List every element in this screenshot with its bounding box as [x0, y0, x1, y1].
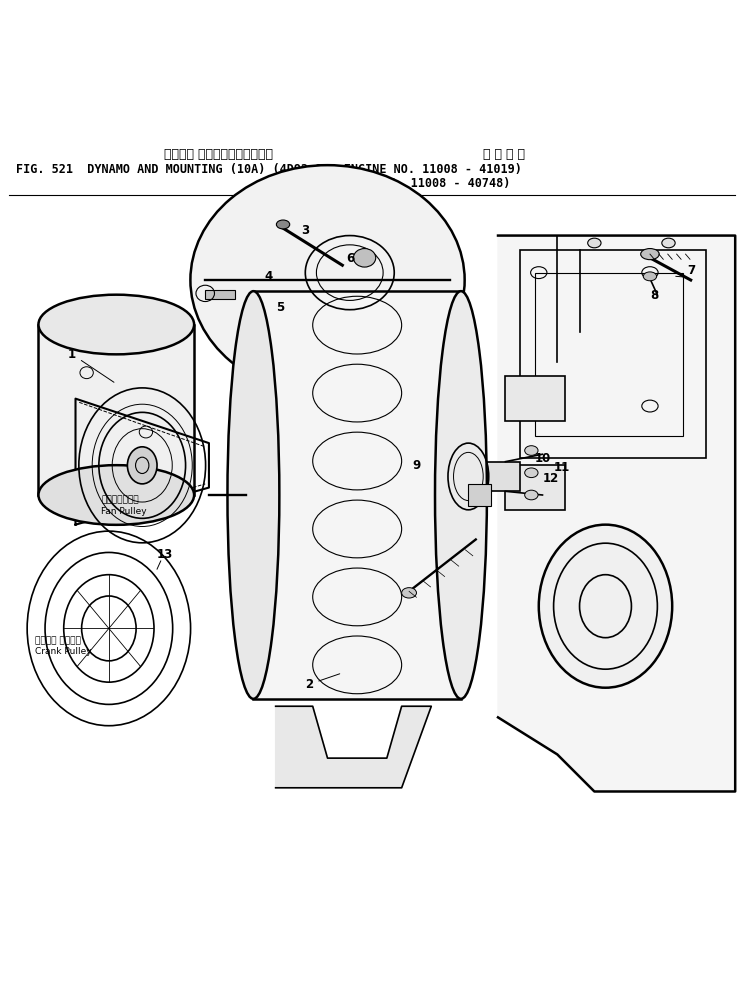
Text: Crank Pulley: Crank Pulley	[35, 647, 92, 656]
Text: ファンプーリー: ファンプーリー	[101, 495, 139, 505]
Text: 5: 5	[275, 301, 284, 314]
Ellipse shape	[39, 295, 194, 354]
Text: 12: 12	[542, 471, 559, 485]
Text: (4D92-1B  ENGINE NO. 11008 - 40748): (4D92-1B ENGINE NO. 11008 - 40748)	[261, 177, 510, 190]
Text: 13: 13	[157, 548, 173, 561]
Bar	[39, 325, 194, 495]
Bar	[254, 291, 461, 699]
Ellipse shape	[525, 468, 538, 477]
Ellipse shape	[276, 220, 289, 229]
Bar	[446, 461, 520, 491]
Text: ダイナモ およびマウンティング: ダイナモ およびマウンティング	[164, 148, 274, 160]
Ellipse shape	[39, 465, 194, 525]
Bar	[205, 290, 235, 299]
Bar	[505, 376, 565, 421]
Ellipse shape	[644, 272, 657, 281]
Polygon shape	[498, 236, 735, 791]
Text: 適 用 号 機: 適 用 号 機	[483, 148, 525, 160]
Text: 1: 1	[68, 347, 114, 382]
Bar	[469, 484, 490, 506]
Ellipse shape	[525, 490, 538, 500]
Ellipse shape	[228, 291, 279, 699]
Text: 7: 7	[687, 264, 695, 277]
Ellipse shape	[190, 165, 465, 395]
Text: 3: 3	[301, 224, 310, 237]
Text: 6: 6	[346, 251, 354, 264]
Text: 2: 2	[305, 674, 340, 691]
Ellipse shape	[437, 461, 455, 491]
Text: Fan Pulley: Fan Pulley	[101, 507, 147, 516]
Ellipse shape	[402, 588, 417, 598]
Ellipse shape	[435, 291, 487, 699]
Text: クランク プーリー: クランク プーリー	[35, 637, 80, 645]
Text: 8: 8	[650, 288, 658, 302]
Ellipse shape	[662, 239, 675, 248]
Ellipse shape	[525, 446, 538, 455]
Ellipse shape	[539, 525, 672, 688]
Text: 4: 4	[265, 270, 273, 283]
Ellipse shape	[127, 446, 157, 484]
Polygon shape	[275, 706, 432, 788]
Text: FIG. 521  DYNAMO AND MOUNTING (10A) (4D92-1A  ENGINE NO. 11008 - 41019): FIG. 521 DYNAMO AND MOUNTING (10A) (4D92…	[16, 162, 522, 175]
Bar	[520, 250, 705, 458]
Text: 10: 10	[535, 451, 551, 464]
Bar	[535, 272, 683, 436]
Ellipse shape	[641, 248, 659, 259]
Bar	[505, 465, 565, 510]
Text: 9: 9	[413, 459, 421, 472]
Text: 11: 11	[554, 461, 570, 474]
Ellipse shape	[588, 239, 601, 248]
Ellipse shape	[353, 248, 376, 267]
